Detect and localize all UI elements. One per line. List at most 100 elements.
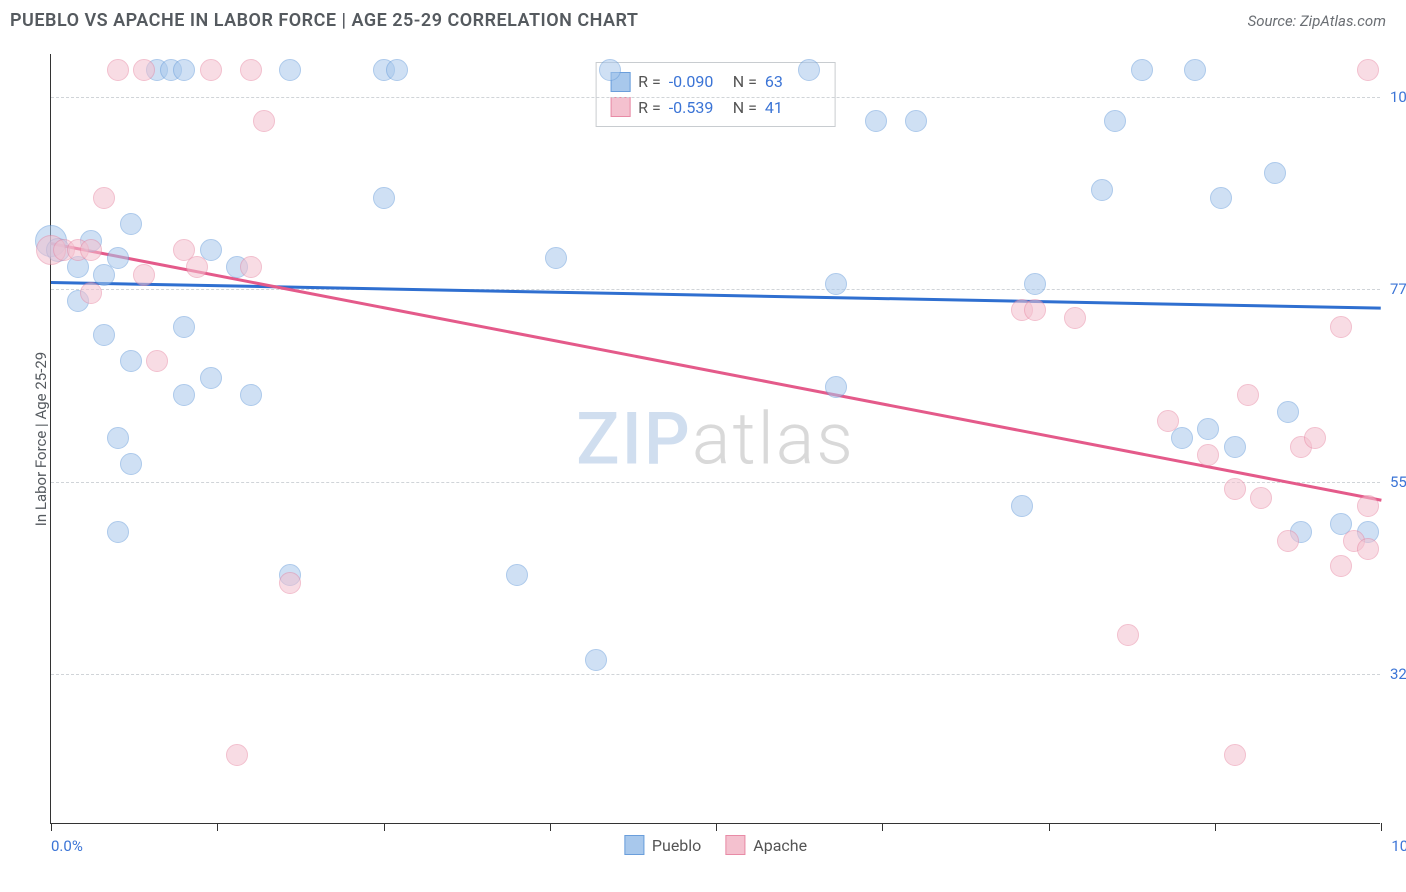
data-point-pueblo — [107, 247, 129, 269]
r-value: -0.539 — [669, 95, 725, 121]
data-point-pueblo — [107, 521, 129, 543]
n-label: N = — [733, 95, 757, 121]
data-point-pueblo — [1011, 495, 1033, 517]
y-gridline — [51, 97, 1380, 98]
data-point-pueblo — [798, 59, 820, 81]
data-point-pueblo — [120, 453, 142, 475]
data-point-pueblo — [386, 59, 408, 81]
x-tick — [217, 823, 218, 831]
series-legend-item-pueblo: Pueblo — [624, 835, 701, 855]
series-name: Apache — [753, 836, 807, 855]
r-value: -0.090 — [669, 69, 725, 95]
chart-title: PUEBLO VS APACHE IN LABOR FORCE | AGE 25… — [10, 10, 638, 31]
chart-header: PUEBLO VS APACHE IN LABOR FORCE | AGE 25… — [0, 0, 1406, 37]
series-legend: Pueblo Apache — [624, 835, 807, 855]
legend-swatch — [725, 835, 745, 855]
x-tick — [716, 823, 717, 831]
data-point-pueblo — [173, 384, 195, 406]
data-point-pueblo — [173, 316, 195, 338]
trend-line-pueblo — [51, 281, 1381, 309]
n-label: N = — [733, 69, 757, 95]
data-point-apache — [1277, 530, 1299, 552]
series-legend-item-apache: Apache — [725, 835, 807, 855]
data-point-pueblo — [1277, 401, 1299, 423]
series-name: Pueblo — [652, 836, 701, 855]
data-point-apache — [1357, 59, 1379, 81]
data-point-apache — [146, 350, 168, 372]
data-point-apache — [279, 572, 301, 594]
x-tick — [1215, 823, 1216, 831]
data-point-apache — [1304, 427, 1326, 449]
n-value: 41 — [765, 95, 821, 121]
data-point-pueblo — [825, 376, 847, 398]
data-point-apache — [80, 282, 102, 304]
data-point-apache — [1330, 555, 1352, 577]
y-tick-label: 77.5% — [1390, 280, 1406, 298]
data-point-apache — [240, 59, 262, 81]
data-point-apache — [80, 239, 102, 261]
data-point-pueblo — [585, 649, 607, 671]
data-point-pueblo — [173, 59, 195, 81]
data-point-apache — [1157, 410, 1179, 432]
data-point-apache — [1064, 307, 1086, 329]
legend-row-apache: R = -0.539 N = 41 — [610, 95, 821, 121]
data-point-apache — [1357, 495, 1379, 517]
x-tick — [550, 823, 551, 831]
correlation-chart: In Labor Force | Age 25-29 ZIPatlas R =-… — [10, 44, 1396, 844]
data-point-apache — [133, 59, 155, 81]
data-point-pueblo — [1224, 436, 1246, 458]
data-point-apache — [253, 110, 275, 132]
data-point-pueblo — [599, 59, 621, 81]
plot-area: In Labor Force | Age 25-29 ZIPatlas R =-… — [50, 54, 1380, 824]
data-point-pueblo — [1024, 273, 1046, 295]
data-point-pueblo — [120, 213, 142, 235]
x-axis-max-label: 100.0% — [1391, 837, 1406, 855]
data-point-pueblo — [825, 273, 847, 295]
watermark-zip: ZIP — [576, 396, 692, 481]
y-tick-label: 100.0% — [1390, 88, 1406, 106]
watermark: ZIPatlas — [576, 396, 855, 481]
x-tick — [882, 823, 883, 831]
r-label: R = — [638, 95, 661, 121]
data-point-pueblo — [545, 247, 567, 269]
data-point-pueblo — [279, 59, 301, 81]
data-point-apache — [1224, 478, 1246, 500]
data-point-pueblo — [240, 384, 262, 406]
data-point-pueblo — [107, 427, 129, 449]
y-gridline — [51, 289, 1380, 290]
x-tick — [1381, 823, 1382, 831]
x-tick — [51, 823, 52, 831]
data-point-apache — [200, 59, 222, 81]
data-point-pueblo — [1184, 59, 1206, 81]
data-point-apache — [107, 59, 129, 81]
data-point-apache — [1237, 384, 1259, 406]
data-point-apache — [186, 256, 208, 278]
data-point-pueblo — [1264, 162, 1286, 184]
y-tick-label: 32.5% — [1390, 665, 1406, 683]
data-point-apache — [1117, 624, 1139, 646]
data-point-pueblo — [1091, 179, 1113, 201]
data-point-apache — [1357, 538, 1379, 560]
data-point-apache — [226, 744, 248, 766]
r-label: R = — [638, 69, 661, 95]
legend-swatch — [624, 835, 644, 855]
y-axis-label: In Labor Force | Age 25-29 — [32, 351, 50, 525]
data-point-pueblo — [373, 187, 395, 209]
data-point-pueblo — [905, 110, 927, 132]
trend-line-apache — [51, 242, 1381, 501]
data-point-pueblo — [200, 367, 222, 389]
data-point-pueblo — [1104, 110, 1126, 132]
data-point-apache — [93, 187, 115, 209]
data-point-apache — [1024, 299, 1046, 321]
data-point-apache — [1330, 316, 1352, 338]
legend-row-pueblo: R =-0.090N =63 — [610, 69, 821, 95]
source-attribution: Source: ZipAtlas.com — [1248, 12, 1386, 30]
data-point-apache — [240, 256, 262, 278]
watermark-atlas: atlas — [692, 396, 855, 481]
data-point-pueblo — [1197, 418, 1219, 440]
y-gridline — [51, 482, 1380, 483]
data-point-pueblo — [506, 564, 528, 586]
x-tick — [1049, 823, 1050, 831]
x-axis-min-label: 0.0% — [51, 837, 83, 855]
data-point-pueblo — [865, 110, 887, 132]
